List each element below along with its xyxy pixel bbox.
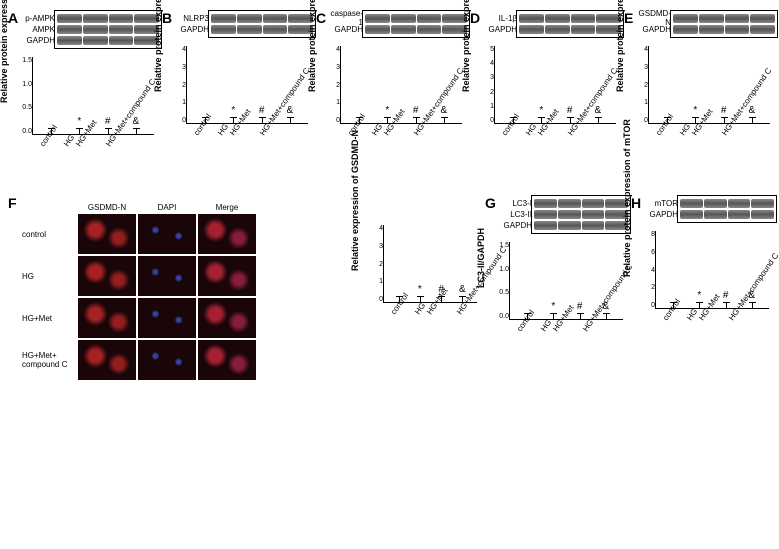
if-image (138, 214, 196, 254)
bar-chart: Relative protein expression of caspase-1… (316, 42, 464, 172)
western-blot: LC3-ILC3-IIGAPDH (531, 195, 631, 234)
significance-marker: * (551, 301, 555, 312)
panel-f-label: F (8, 195, 17, 211)
significance-marker: * (418, 284, 422, 295)
blot-protein-label: p-AMPK (21, 14, 57, 23)
panel-label-A: A (8, 10, 18, 26)
significance-marker: * (77, 116, 81, 127)
y-axis-label: Relative protein expression of caspase-1 (307, 0, 317, 92)
bar-chart: Relative protein expression of IL-1β5432… (470, 42, 618, 172)
bar-chart: Relative protein expression of GSDMD-N43… (624, 42, 772, 172)
significance-marker: * (697, 290, 701, 301)
y-axis-label: Relative protein expression of p-AMPK (0, 0, 9, 103)
y-axis-label: LC3-II/GAPDH (476, 228, 486, 288)
western-blot: GSDMD-NGAPDH (670, 10, 778, 38)
blot-protein-label: NLRP3 (175, 14, 211, 23)
panel-label-E: E (624, 10, 633, 26)
if-image (198, 298, 256, 338)
western-blot: mTORGAPDH (677, 195, 777, 223)
y-axis-label: Relative protein expression of NLRP3 (153, 0, 163, 92)
if-image (78, 298, 136, 338)
if-image (138, 340, 196, 380)
bar-chart: LC3-II/GAPDH1.51.00.50.0*#&controlHGHG+M… (485, 238, 625, 368)
panel-label-B: B (162, 10, 172, 26)
bar-chart: Relative expression of GSDMD-N43210*#&co… (359, 221, 479, 351)
blot-protein-label: mTOR (644, 199, 680, 208)
if-column-header: GSDMD-N (78, 203, 136, 212)
y-axis-label: Relative protein expression of IL-1β (461, 0, 471, 92)
if-image (78, 340, 136, 380)
western-blot: IL-1βGAPDH (516, 10, 624, 38)
blot-protein-label: GAPDH (644, 210, 680, 219)
significance-marker: # (567, 105, 573, 116)
if-image (138, 298, 196, 338)
blot-protein-label: GAPDH (483, 25, 519, 34)
significance-marker: * (231, 105, 235, 116)
bar-chart: Relative protein expression of NLRP34321… (162, 42, 310, 172)
panel-label-D: D (470, 10, 480, 26)
if-column-header: Merge (198, 203, 256, 212)
significance-marker: # (259, 105, 265, 116)
if-row-label: HG+Met+compound C (22, 351, 76, 369)
immunofluorescence-grid: GSDMD-NDAPIMerge control HG HG+Met HG+Met+co… (22, 203, 256, 380)
if-row-label: control (22, 230, 76, 239)
western-blot: caspase-1GAPDH (362, 10, 470, 38)
y-axis-label: Relative protein expression of GSDMD-N (615, 0, 625, 92)
blot-protein-label: LC3-I (498, 199, 534, 208)
if-column-header: DAPI (138, 203, 196, 212)
if-image (78, 256, 136, 296)
panel-label-C: C (316, 10, 326, 26)
panel-label-H: H (631, 195, 641, 211)
significance-marker: & (459, 284, 466, 295)
if-row-label: HG+Met (22, 314, 76, 323)
bar-chart: Relative protein expression of mTOR86420… (631, 227, 771, 357)
y-axis-label: Relative protein expression of mTOR (622, 119, 632, 277)
significance-marker: * (539, 105, 543, 116)
if-image (198, 256, 256, 296)
if-image (198, 340, 256, 380)
blot-protein-label: IL-1β (483, 14, 519, 23)
western-blot: NLRP3GAPDH (208, 10, 316, 38)
blot-protein-label: GAPDH (21, 36, 57, 45)
blot-protein-label: GAPDH (329, 25, 365, 34)
significance-marker: * (693, 105, 697, 116)
significance-marker: # (721, 105, 727, 116)
panel-label-G: G (485, 195, 496, 211)
if-row-label: HG (22, 272, 76, 281)
if-image (138, 256, 196, 296)
if-image (78, 214, 136, 254)
significance-marker: * (385, 105, 389, 116)
blot-protein-label: AMPK (21, 25, 57, 34)
blot-protein-label: LC3-II (498, 210, 534, 219)
blot-protein-label: GAPDH (175, 25, 211, 34)
blot-protein-label: GAPDH (637, 25, 673, 34)
if-image (198, 214, 256, 254)
bar-chart: Relative protein expression of p-AMPK1.5… (8, 53, 156, 183)
significance-marker: # (413, 105, 419, 116)
western-blot: p-AMPKAMPKGAPDH (54, 10, 162, 49)
y-axis-label: Relative expression of GSDMD-N (350, 130, 360, 271)
significance-marker: # (105, 116, 111, 127)
blot-protein-label: GAPDH (498, 221, 534, 230)
